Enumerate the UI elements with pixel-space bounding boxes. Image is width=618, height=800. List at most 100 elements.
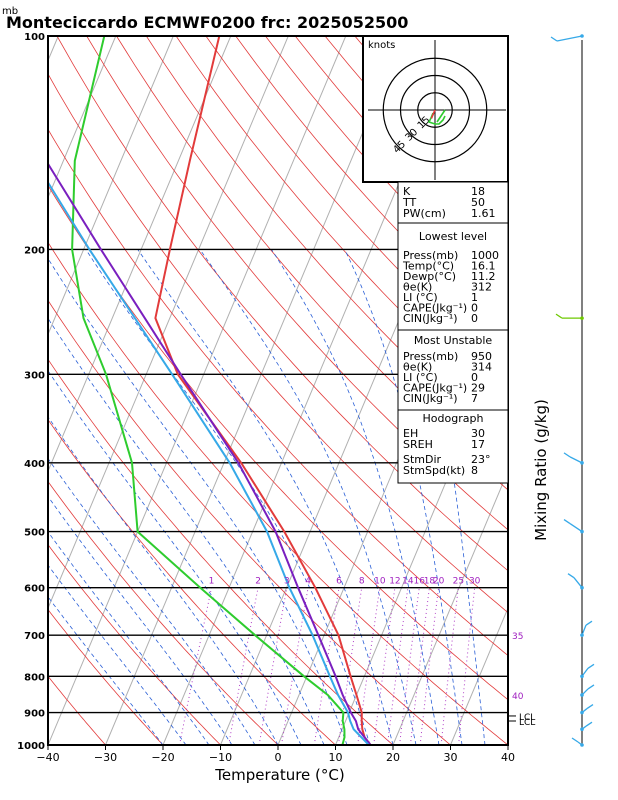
indices-header: Lowest level <box>419 230 487 243</box>
pressure-tick-label: 200 <box>24 245 45 256</box>
hodograph-label: knots <box>368 40 395 51</box>
wind-barb-flag <box>587 684 595 690</box>
moist-adiabat <box>48 495 233 745</box>
isotherm <box>105 36 404 745</box>
moist-adiabat <box>48 257 348 745</box>
mixing-ratio-label: 3 <box>284 577 290 587</box>
index-label: θe(K) <box>403 361 432 374</box>
dry-adiabat <box>48 418 336 745</box>
temperature-tick-label: 40 <box>501 751 515 764</box>
index-label: θe(K) <box>403 281 432 294</box>
pressure-tick-label: 300 <box>24 370 45 381</box>
mixing-ratio-label: 10 <box>374 577 386 587</box>
temperature-tick-label: −20 <box>151 751 174 764</box>
index-label: CIN(Jkg⁻¹) <box>403 392 458 405</box>
moist-adiabat <box>408 249 486 745</box>
lcl-label: LCL <box>519 718 535 728</box>
index-value: 23° <box>471 453 491 466</box>
index-value: 1000 <box>471 249 499 262</box>
pressure-tick-label: 1000 <box>17 741 45 752</box>
index-value: 7 <box>471 392 478 405</box>
mixing-ratio-label: 6 <box>336 577 342 587</box>
mixing-ratio-label: 8 <box>359 577 365 587</box>
isotherm <box>450 606 508 745</box>
temperature-tick-label: 10 <box>329 751 343 764</box>
wind-barb <box>569 456 583 464</box>
index-value: 950 <box>471 350 492 363</box>
wind-barb-flag <box>567 573 575 579</box>
index-value: 0 <box>471 302 478 315</box>
dry-adiabat <box>48 73 508 614</box>
pressure-ticks: 100 200 300 400 500 600 700 800 900 1000 <box>17 32 45 752</box>
wind-barb-flag <box>563 519 571 525</box>
mixing-ratio-line <box>258 587 288 745</box>
index-label: CIN(Jkg⁻¹) <box>403 312 458 325</box>
pressure-tick-label: 400 <box>24 459 45 470</box>
mixing-ratio-label: 1 <box>209 577 215 587</box>
mixing-ratio-line <box>281 587 309 745</box>
indices-box <box>397 181 509 224</box>
temperature-tick-label: 20 <box>386 751 400 764</box>
pressure-tick-label: 700 <box>24 631 45 642</box>
temperature-tick-label: 0 <box>275 751 282 764</box>
dry-adiabat <box>48 241 508 745</box>
index-value: 312 <box>471 281 492 294</box>
mixing-ratio-label: 16 <box>414 577 426 587</box>
index-value: 314 <box>471 361 492 374</box>
wind-barb-flag <box>563 452 571 458</box>
mixing-ratio-label: 14 <box>402 577 414 587</box>
pressure-tick-label: 600 <box>24 584 45 595</box>
mixing-ratio-label: 4 <box>305 577 311 587</box>
wind-barb-base <box>580 633 584 637</box>
wind-barb-base <box>580 34 584 38</box>
index-label: K <box>403 185 411 198</box>
temperature-ticks: −40 −30 −20 −10 0 10 20 30 40 <box>36 745 515 764</box>
pressure-tick-label: 800 <box>24 672 45 683</box>
pressure-tick-label: 100 <box>24 32 45 43</box>
index-value: 29 <box>471 382 485 395</box>
index-value: 30 <box>471 427 485 440</box>
indices-header: Hodograph <box>423 412 484 425</box>
index-label: PW(cm) <box>403 207 446 220</box>
dry-adiabat <box>48 675 106 745</box>
profile-temperature <box>154 36 372 745</box>
chart-title: Monteciccardo ECMWF0200 frc: 2025052500 <box>6 13 408 32</box>
moist-adiabat-label: 40 <box>512 692 524 702</box>
profile-virtual-temperature <box>48 180 370 745</box>
hodograph-ring <box>382 57 488 163</box>
moist-adiabat <box>137 249 394 745</box>
index-value: 11.2 <box>471 270 496 283</box>
wind-barb-base <box>580 316 584 320</box>
wind-barb-base <box>580 585 584 590</box>
isotherm <box>48 36 232 473</box>
isotherm <box>48 36 289 610</box>
lcl-label: LCL <box>519 713 535 723</box>
moist-adiabat <box>271 249 440 745</box>
mixing-ratio-label: 30 <box>469 577 481 587</box>
index-value: 0 <box>471 312 478 325</box>
wind-barb-base <box>580 710 584 715</box>
hodograph-ring <box>399 74 471 146</box>
dry-adiabat <box>48 480 279 745</box>
index-label: StmSpd(kt) <box>403 464 465 477</box>
index-value: 17 <box>471 438 485 451</box>
dry-adiabat <box>48 184 508 701</box>
index-label: SREH <box>403 438 433 451</box>
wind-barb-base <box>580 727 584 732</box>
dry-adiabat <box>48 128 508 657</box>
wind-barb-flag <box>587 663 595 669</box>
indices-box <box>397 329 509 411</box>
wind-barb-base <box>580 529 584 534</box>
index-label: Press(mb) <box>403 350 458 363</box>
profile-dewpoint <box>71 36 346 745</box>
temperature-tick-label: −40 <box>36 751 59 764</box>
isotherm <box>507 743 508 745</box>
indices-box <box>397 222 509 331</box>
storm-motion-vector <box>430 109 436 119</box>
pressure-tick-label: 500 <box>24 528 45 539</box>
wind-barbs <box>550 34 595 747</box>
isotherm <box>48 36 347 745</box>
pressure-unit-label: mb <box>2 6 18 17</box>
mixing-ratio-line <box>179 587 212 745</box>
mixing-ratio-label: 20 <box>433 577 445 587</box>
